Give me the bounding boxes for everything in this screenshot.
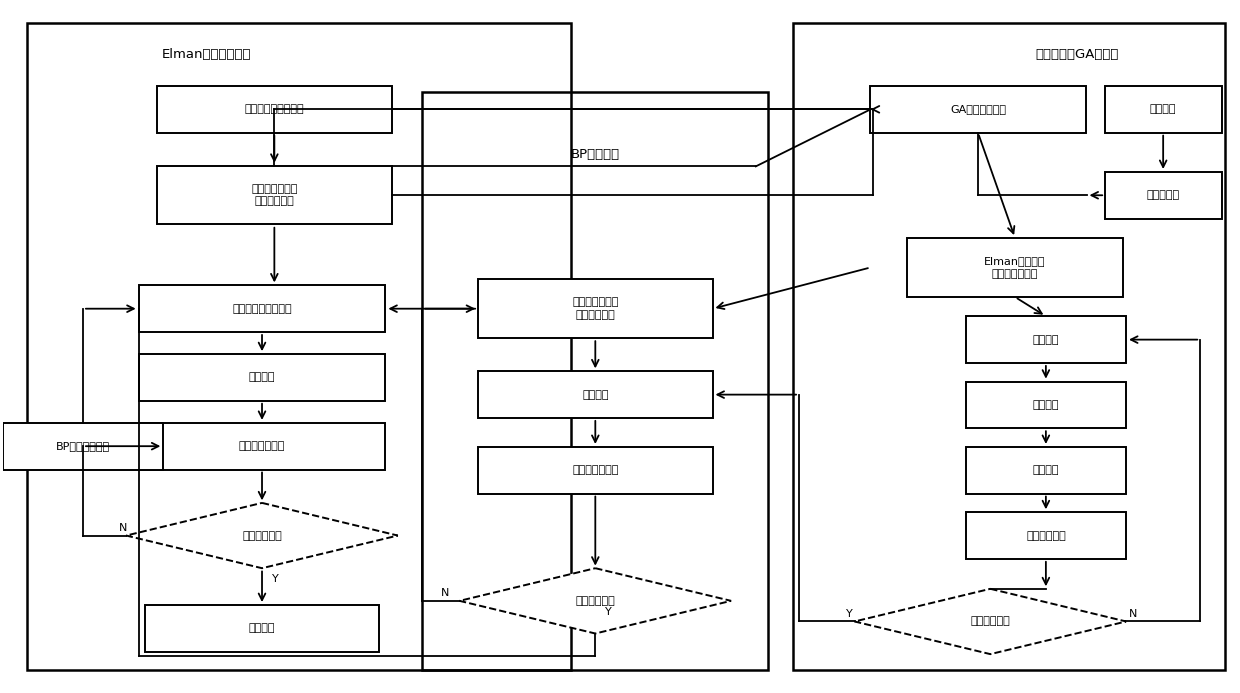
Polygon shape (854, 589, 1126, 654)
Text: N: N (1128, 608, 1137, 619)
Text: Elman神经网络部分: Elman神经网络部分 (161, 48, 252, 61)
FancyBboxPatch shape (966, 447, 1126, 493)
Text: N: N (119, 523, 128, 533)
Text: 数据预处理: 数据预处理 (1147, 191, 1179, 200)
Text: 权値、阈値更新: 权値、阈値更新 (572, 465, 619, 475)
Text: Y: Y (605, 606, 611, 617)
Text: 确定网络的拓扑结构: 确定网络的拓扑结构 (244, 105, 304, 114)
Text: Y: Y (846, 608, 853, 619)
Text: 交叉操作: 交叉操作 (1033, 400, 1059, 410)
FancyBboxPatch shape (479, 447, 713, 493)
Text: GA对初始値编码: GA对初始値编码 (950, 105, 1006, 114)
FancyBboxPatch shape (1105, 86, 1221, 132)
Text: BP算法部分: BP算法部分 (570, 148, 620, 161)
FancyBboxPatch shape (870, 86, 1086, 132)
Text: 选择操作: 选择操作 (1033, 335, 1059, 344)
FancyBboxPatch shape (145, 605, 379, 651)
Text: N: N (441, 588, 449, 598)
FancyBboxPatch shape (139, 286, 386, 332)
FancyBboxPatch shape (479, 371, 713, 418)
Polygon shape (460, 568, 732, 633)
Text: 计算误差: 计算误差 (582, 389, 609, 400)
Text: 获取最优权値、阈値: 获取最优权値、阈値 (232, 304, 291, 314)
Polygon shape (126, 503, 398, 568)
Text: 满足约束条件: 满足约束条件 (242, 531, 281, 541)
Text: Y: Y (272, 574, 279, 584)
Text: 输入数据: 输入数据 (1149, 105, 1177, 114)
FancyBboxPatch shape (479, 279, 713, 338)
Text: 计算适应度値: 计算适应度値 (1025, 531, 1065, 541)
FancyBboxPatch shape (157, 86, 392, 132)
FancyBboxPatch shape (2, 423, 164, 470)
Text: 计算误差: 计算误差 (249, 372, 275, 383)
Text: 遍代算法（GA）部分: 遍代算法（GA）部分 (1035, 48, 1118, 61)
Text: 满足约束条件: 满足约束条件 (575, 596, 615, 606)
FancyBboxPatch shape (157, 166, 392, 225)
FancyBboxPatch shape (1105, 172, 1221, 218)
Text: Elman训练得到
误差作为适应度: Elman训练得到 误差作为适应度 (985, 256, 1045, 279)
Text: 变异操作: 变异操作 (1033, 465, 1059, 475)
FancyBboxPatch shape (906, 238, 1123, 297)
Text: 初始神经网络权
値、阈値长度: 初始神经网络权 値、阈値长度 (252, 184, 298, 207)
Text: 权値、阈値更新: 权値、阈値更新 (239, 441, 285, 451)
FancyBboxPatch shape (966, 316, 1126, 363)
FancyBboxPatch shape (966, 382, 1126, 428)
FancyBboxPatch shape (139, 423, 386, 470)
Text: 满足约束条件: 满足约束条件 (971, 617, 1011, 626)
FancyBboxPatch shape (966, 512, 1126, 559)
Text: 获取神经网络权
値、阈値长度: 获取神经网络权 値、阈値长度 (572, 297, 619, 320)
FancyBboxPatch shape (139, 354, 386, 401)
Text: BP算法修正权値: BP算法修正权値 (56, 441, 110, 451)
Text: 输出结果: 输出结果 (249, 623, 275, 633)
